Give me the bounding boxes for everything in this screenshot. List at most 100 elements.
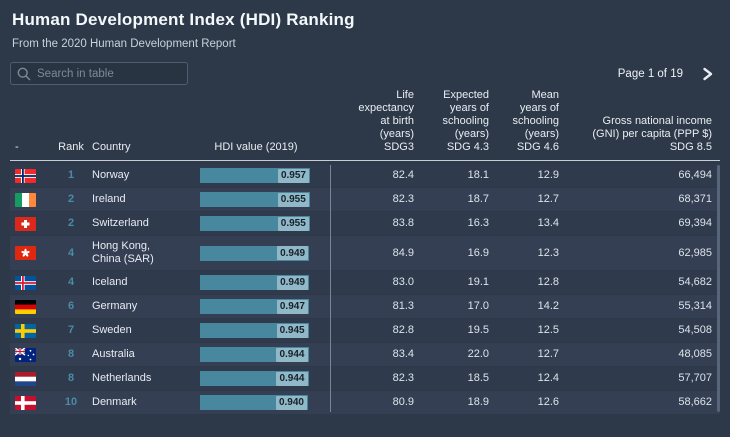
expected-schooling-value: 16.3 <box>467 217 489 229</box>
gni-value: 55,314 <box>678 300 712 312</box>
country-name: Denmark <box>92 396 137 408</box>
hdi-value-label: 0.957 <box>277 168 309 183</box>
hdi-value-bar: 0.949 <box>200 275 310 290</box>
gni-value: 54,508 <box>678 324 712 336</box>
rank-value: 2 <box>67 217 75 229</box>
hdi-value-bar: 0.945 <box>200 323 309 338</box>
table-row: 8 Netherlands 0.944 82.3 18.5 12.4 57,707 <box>10 367 720 390</box>
table-scrollbar[interactable] <box>717 165 720 412</box>
gni-value: 54,682 <box>678 276 712 288</box>
country-name: Australia <box>92 348 135 360</box>
hdi-value-label: 0.949 <box>277 275 309 290</box>
table-body: 1 Norway 0.957 82.4 18.1 12.9 66,494 2 Ireland 0.… <box>10 164 720 414</box>
country-name: Hong Kong, China (SAR) <box>92 240 154 265</box>
hdi-value-bar: 0.947 <box>200 299 309 314</box>
search-input[interactable] <box>10 62 188 85</box>
column-header-gni: Gross national income (GNI) per capita (… <box>592 115 712 153</box>
mean-schooling-value: 12.3 <box>537 246 559 259</box>
hdi-value-label: 0.947 <box>276 299 308 314</box>
gni-value: 62,985 <box>678 246 712 259</box>
mean-schooling-value: 12.5 <box>537 324 559 336</box>
search-box[interactable] <box>10 62 188 85</box>
table-row: 7 Sweden 0.945 82.8 19.5 12.5 54,508 <box>10 319 720 342</box>
table-row: 8 Australia 0.944 83.4 22.0 12.7 48,085 <box>10 343 720 366</box>
page-title: Human Development Index (HDI) Ranking <box>12 10 355 29</box>
expected-schooling-value: 16.9 <box>467 246 489 259</box>
country-name: Sweden <box>92 324 132 336</box>
mean-schooling-value: 14.2 <box>537 300 559 312</box>
expected-schooling-value: 19.1 <box>467 276 489 288</box>
netherlands-flag-icon <box>15 371 36 386</box>
hdi-ranking-widget: Human Development Index (HDI) Ranking Fr… <box>10 10 720 414</box>
table-row: 4 Iceland 0.949 83.0 19.1 12.8 54,682 <box>10 271 720 294</box>
denmark-flag-icon <box>15 395 36 410</box>
hdi-value-label: 0.955 <box>277 192 309 207</box>
next-page-button[interactable] <box>701 67 714 81</box>
rank-value: 4 <box>67 276 75 288</box>
pagination: Page 1 of 19 <box>618 67 720 81</box>
hdi-value-bar: 0.949 <box>200 245 310 261</box>
mean-schooling-value: 12.9 <box>537 169 559 181</box>
hdi-value-bar: 0.940 <box>200 395 308 410</box>
table-row: 1 Norway 0.957 82.4 18.1 12.9 66,494 <box>10 164 720 187</box>
life-expectancy-value: 81.3 <box>392 300 414 312</box>
country-name: Netherlands <box>92 372 152 384</box>
column-header-rank: Rank <box>58 141 84 153</box>
mean-schooling-value: 12.4 <box>537 372 559 384</box>
hdi-value-label: 0.949 <box>277 246 309 260</box>
mean-schooling-value: 12.8 <box>537 276 559 288</box>
sweden-flag-icon <box>15 323 36 338</box>
rank-value: 1 <box>67 169 75 181</box>
table-header: - Rank Country HDI value (2019) Life exp… <box>10 89 720 161</box>
hdi-value-label: 0.940 <box>275 395 307 410</box>
germany-flag-icon <box>15 299 36 314</box>
rank-value: 6 <box>67 300 75 312</box>
expected-schooling-value: 19.5 <box>467 324 489 336</box>
gni-value: 69,394 <box>678 217 712 229</box>
rank-value: 8 <box>67 372 75 384</box>
country-name: Ireland <box>92 193 126 205</box>
column-header-flag: - <box>15 141 19 153</box>
expected-schooling-value: 18.7 <box>467 193 489 205</box>
life-expectancy-value: 83.4 <box>392 348 414 360</box>
life-expectancy-value: 84.9 <box>392 246 414 259</box>
column-divider <box>330 165 331 412</box>
page-indicator: Page 1 of 19 <box>617 67 683 80</box>
expected-schooling-value: 22.0 <box>467 348 489 360</box>
gni-value: 68,371 <box>678 193 712 205</box>
rank-value: 8 <box>67 348 75 360</box>
column-header-life-expectancy: Life expectancy at birth (years) SDG3 <box>358 89 414 153</box>
mean-schooling-value: 12.7 <box>537 193 559 205</box>
gni-value: 48,085 <box>678 348 712 360</box>
rank-value: 10 <box>64 396 78 408</box>
column-header-mean-schooling: Mean years of schooling (years) SDG 4.6 <box>512 89 559 153</box>
norway-flag-icon <box>15 168 36 183</box>
life-expectancy-value: 82.3 <box>392 193 414 205</box>
hdi-value-label: 0.945 <box>276 323 308 338</box>
ireland-flag-icon <box>15 192 36 207</box>
expected-schooling-value: 18.9 <box>467 396 489 408</box>
gni-value: 57,707 <box>678 372 712 384</box>
life-expectancy-value: 83.0 <box>392 276 414 288</box>
hdi-value-bar: 0.955 <box>200 216 310 231</box>
hdi-value-label: 0.944 <box>276 371 308 386</box>
hdi-value-bar: 0.957 <box>200 168 310 183</box>
hdi-value-bar: 0.944 <box>200 371 309 386</box>
rank-value: 4 <box>67 246 75 259</box>
column-header-country: Country <box>92 141 131 153</box>
country-name: Switzerland <box>92 217 149 229</box>
life-expectancy-value: 82.8 <box>392 324 414 336</box>
expected-schooling-value: 17.0 <box>467 300 489 312</box>
country-name: Iceland <box>92 276 128 288</box>
expected-schooling-value: 18.5 <box>467 372 489 384</box>
gni-value: 66,494 <box>678 169 712 181</box>
gni-value: 58,662 <box>678 396 712 408</box>
rank-value: 2 <box>67 193 75 205</box>
chevron-right-icon <box>703 67 713 80</box>
mean-schooling-value: 13.4 <box>537 217 559 229</box>
hong-kong-flag-icon <box>15 246 36 260</box>
iceland-flag-icon <box>15 275 36 290</box>
toolbar: Page 1 of 19 <box>10 62 720 85</box>
hdi-value-label: 0.944 <box>276 347 308 362</box>
page-subtitle: From the 2020 Human Development Report <box>12 38 236 50</box>
